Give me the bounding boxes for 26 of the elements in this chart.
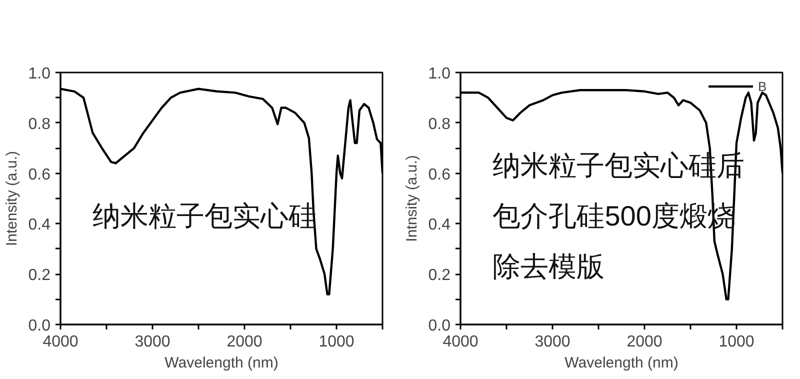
x-tick-label: 4000: [42, 334, 78, 350]
annotation: 除去模版: [492, 251, 605, 282]
x-tick-label: 3000: [134, 334, 170, 350]
y-axis-title: Intensity (a.u.): [3, 150, 20, 246]
x-axis-title: Wavelength (nm): [564, 354, 678, 372]
legend-label: B: [758, 78, 768, 94]
y-tick-label: 0.0: [28, 318, 51, 334]
x-axis-title: Wavelength (nm): [164, 354, 278, 372]
y-tick-label: 0.6: [28, 166, 51, 184]
y-tick-label: 0.0: [428, 318, 451, 334]
x-tick-label: 2000: [226, 334, 262, 350]
y-tick-label: 0.4: [28, 216, 51, 234]
y-tick-label: 0.6: [428, 166, 451, 184]
y-tick-label: 0.2: [428, 267, 451, 284]
y-tick-label: 1.0: [28, 66, 51, 82]
y-axis-title: Intnsity (a.u.): [403, 155, 420, 242]
y-tick-label: 0.8: [28, 116, 51, 133]
x-tick-label: 1000: [318, 334, 354, 350]
x-tick-label: 3000: [534, 334, 570, 350]
y-tick-label: 0.8: [428, 116, 451, 133]
y-tick-label: 0.4: [428, 216, 451, 234]
x-tick-label: 4000: [442, 334, 478, 350]
y-tick-label: 0.2: [28, 267, 51, 284]
x-tick-label: 2000: [626, 334, 662, 350]
y-tick-label: 1.0: [428, 66, 451, 82]
x-tick-label: 1000: [718, 334, 754, 350]
